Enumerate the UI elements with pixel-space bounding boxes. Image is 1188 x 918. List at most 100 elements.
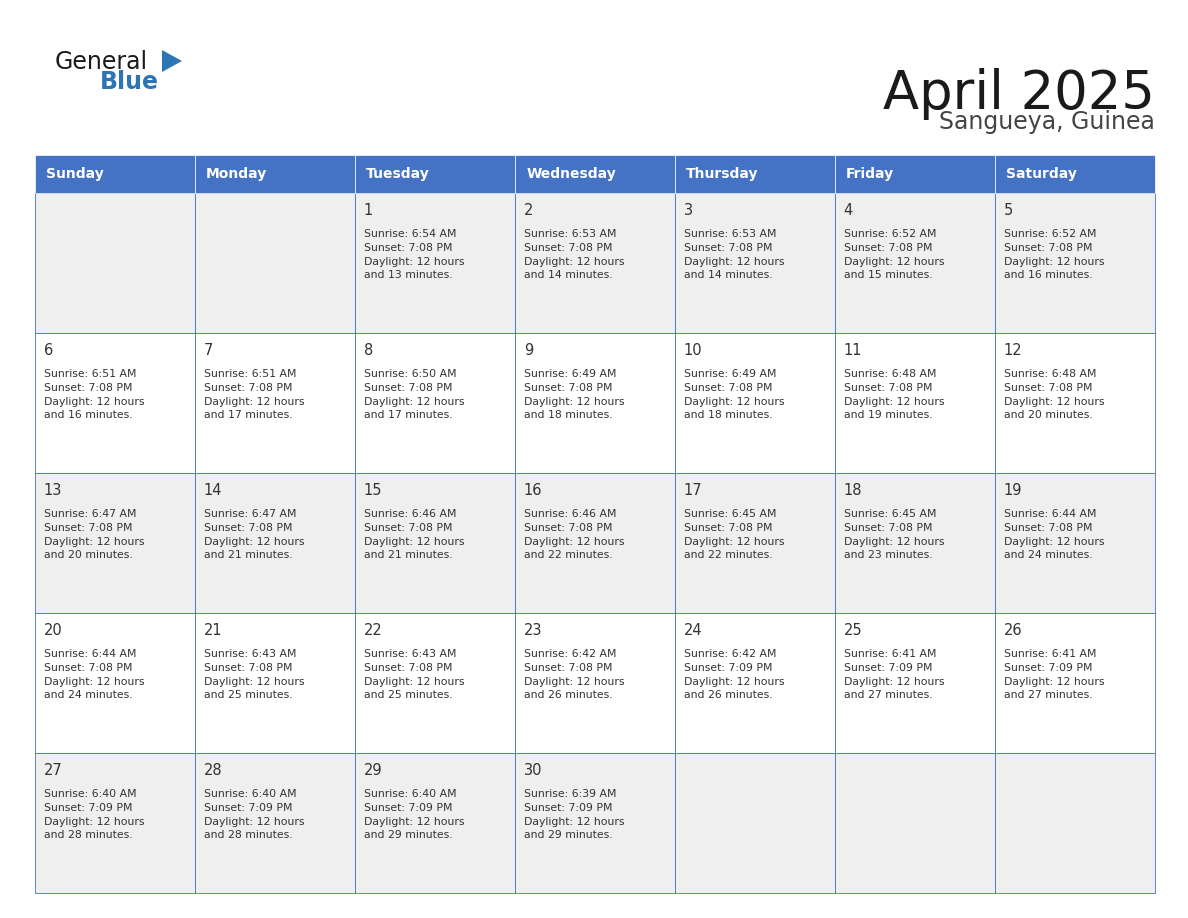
Bar bbox=[516, 753, 675, 893]
Bar bbox=[835, 193, 996, 333]
Text: Sunrise: 6:51 AM
Sunset: 7:08 PM
Daylight: 12 hours
and 16 minutes.: Sunrise: 6:51 AM Sunset: 7:08 PM Dayligh… bbox=[44, 369, 144, 420]
Text: Sunrise: 6:52 AM
Sunset: 7:08 PM
Daylight: 12 hours
and 16 minutes.: Sunrise: 6:52 AM Sunset: 7:08 PM Dayligh… bbox=[1004, 230, 1105, 280]
Bar bbox=[355, 753, 516, 893]
Text: Sunrise: 6:49 AM
Sunset: 7:08 PM
Daylight: 12 hours
and 18 minutes.: Sunrise: 6:49 AM Sunset: 7:08 PM Dayligh… bbox=[524, 369, 625, 420]
Text: Monday: Monday bbox=[207, 167, 267, 181]
Text: 3: 3 bbox=[684, 203, 693, 218]
Bar bbox=[355, 333, 516, 473]
Text: 19: 19 bbox=[1004, 483, 1023, 498]
Bar bbox=[675, 753, 835, 893]
Text: Sunrise: 6:40 AM
Sunset: 7:09 PM
Daylight: 12 hours
and 28 minutes.: Sunrise: 6:40 AM Sunset: 7:09 PM Dayligh… bbox=[204, 789, 304, 840]
Text: Sunrise: 6:48 AM
Sunset: 7:08 PM
Daylight: 12 hours
and 19 minutes.: Sunrise: 6:48 AM Sunset: 7:08 PM Dayligh… bbox=[843, 369, 944, 420]
Text: Thursday: Thursday bbox=[687, 167, 759, 181]
Bar bbox=[996, 155, 1155, 193]
Bar bbox=[516, 613, 675, 753]
Text: Saturday: Saturday bbox=[1006, 167, 1078, 181]
Text: 7: 7 bbox=[204, 342, 213, 358]
Text: Sunrise: 6:40 AM
Sunset: 7:09 PM
Daylight: 12 hours
and 28 minutes.: Sunrise: 6:40 AM Sunset: 7:09 PM Dayligh… bbox=[44, 789, 144, 840]
Bar bbox=[675, 613, 835, 753]
Text: 8: 8 bbox=[364, 342, 373, 358]
Bar bbox=[996, 613, 1155, 753]
Bar bbox=[195, 155, 355, 193]
Text: 9: 9 bbox=[524, 342, 533, 358]
Text: April 2025: April 2025 bbox=[883, 68, 1155, 120]
Text: 20: 20 bbox=[44, 622, 63, 638]
Bar bbox=[516, 333, 675, 473]
Text: Sunrise: 6:50 AM
Sunset: 7:08 PM
Daylight: 12 hours
and 17 minutes.: Sunrise: 6:50 AM Sunset: 7:08 PM Dayligh… bbox=[364, 369, 465, 420]
Bar bbox=[675, 333, 835, 473]
Text: 14: 14 bbox=[204, 483, 222, 498]
Bar bbox=[34, 333, 195, 473]
Text: Sunrise: 6:40 AM
Sunset: 7:09 PM
Daylight: 12 hours
and 29 minutes.: Sunrise: 6:40 AM Sunset: 7:09 PM Dayligh… bbox=[364, 789, 465, 840]
Text: 13: 13 bbox=[44, 483, 62, 498]
Bar bbox=[34, 753, 195, 893]
Text: 16: 16 bbox=[524, 483, 542, 498]
Text: Sunrise: 6:41 AM
Sunset: 7:09 PM
Daylight: 12 hours
and 27 minutes.: Sunrise: 6:41 AM Sunset: 7:09 PM Dayligh… bbox=[1004, 649, 1105, 700]
Bar bbox=[675, 193, 835, 333]
Bar bbox=[34, 193, 195, 333]
Text: Sunrise: 6:53 AM
Sunset: 7:08 PM
Daylight: 12 hours
and 14 minutes.: Sunrise: 6:53 AM Sunset: 7:08 PM Dayligh… bbox=[684, 230, 784, 280]
Text: Sunrise: 6:48 AM
Sunset: 7:08 PM
Daylight: 12 hours
and 20 minutes.: Sunrise: 6:48 AM Sunset: 7:08 PM Dayligh… bbox=[1004, 369, 1105, 420]
Bar bbox=[195, 473, 355, 613]
Bar bbox=[996, 753, 1155, 893]
Text: Sunrise: 6:44 AM
Sunset: 7:08 PM
Daylight: 12 hours
and 24 minutes.: Sunrise: 6:44 AM Sunset: 7:08 PM Dayligh… bbox=[1004, 509, 1105, 560]
Bar bbox=[195, 613, 355, 753]
Text: 22: 22 bbox=[364, 622, 383, 638]
Text: Sunday: Sunday bbox=[46, 167, 105, 181]
Text: Sunrise: 6:45 AM
Sunset: 7:08 PM
Daylight: 12 hours
and 22 minutes.: Sunrise: 6:45 AM Sunset: 7:08 PM Dayligh… bbox=[684, 509, 784, 560]
Text: Sunrise: 6:41 AM
Sunset: 7:09 PM
Daylight: 12 hours
and 27 minutes.: Sunrise: 6:41 AM Sunset: 7:09 PM Dayligh… bbox=[843, 649, 944, 700]
Bar bbox=[355, 193, 516, 333]
Text: Sunrise: 6:52 AM
Sunset: 7:08 PM
Daylight: 12 hours
and 15 minutes.: Sunrise: 6:52 AM Sunset: 7:08 PM Dayligh… bbox=[843, 230, 944, 280]
Bar bbox=[34, 473, 195, 613]
Text: 4: 4 bbox=[843, 203, 853, 218]
Text: 24: 24 bbox=[684, 622, 702, 638]
Bar bbox=[516, 473, 675, 613]
Text: General: General bbox=[55, 50, 148, 74]
Bar bbox=[835, 613, 996, 753]
Text: 21: 21 bbox=[204, 622, 222, 638]
Polygon shape bbox=[162, 50, 182, 72]
Bar bbox=[996, 333, 1155, 473]
Bar bbox=[355, 155, 516, 193]
Text: Sangueya, Guinea: Sangueya, Guinea bbox=[940, 110, 1155, 134]
Text: Sunrise: 6:49 AM
Sunset: 7:08 PM
Daylight: 12 hours
and 18 minutes.: Sunrise: 6:49 AM Sunset: 7:08 PM Dayligh… bbox=[684, 369, 784, 420]
Text: Sunrise: 6:43 AM
Sunset: 7:08 PM
Daylight: 12 hours
and 25 minutes.: Sunrise: 6:43 AM Sunset: 7:08 PM Dayligh… bbox=[364, 649, 465, 700]
Text: Sunrise: 6:42 AM
Sunset: 7:08 PM
Daylight: 12 hours
and 26 minutes.: Sunrise: 6:42 AM Sunset: 7:08 PM Dayligh… bbox=[524, 649, 625, 700]
Text: 1: 1 bbox=[364, 203, 373, 218]
Bar bbox=[195, 193, 355, 333]
Text: 18: 18 bbox=[843, 483, 862, 498]
Bar bbox=[675, 155, 835, 193]
Bar bbox=[835, 333, 996, 473]
Text: Sunrise: 6:47 AM
Sunset: 7:08 PM
Daylight: 12 hours
and 20 minutes.: Sunrise: 6:47 AM Sunset: 7:08 PM Dayligh… bbox=[44, 509, 144, 560]
Text: Sunrise: 6:44 AM
Sunset: 7:08 PM
Daylight: 12 hours
and 24 minutes.: Sunrise: 6:44 AM Sunset: 7:08 PM Dayligh… bbox=[44, 649, 144, 700]
Text: Sunrise: 6:39 AM
Sunset: 7:09 PM
Daylight: 12 hours
and 29 minutes.: Sunrise: 6:39 AM Sunset: 7:09 PM Dayligh… bbox=[524, 789, 625, 840]
Text: Sunrise: 6:46 AM
Sunset: 7:08 PM
Daylight: 12 hours
and 21 minutes.: Sunrise: 6:46 AM Sunset: 7:08 PM Dayligh… bbox=[364, 509, 465, 560]
Text: Sunrise: 6:47 AM
Sunset: 7:08 PM
Daylight: 12 hours
and 21 minutes.: Sunrise: 6:47 AM Sunset: 7:08 PM Dayligh… bbox=[204, 509, 304, 560]
Text: 29: 29 bbox=[364, 763, 383, 778]
Bar bbox=[835, 155, 996, 193]
Text: Sunrise: 6:46 AM
Sunset: 7:08 PM
Daylight: 12 hours
and 22 minutes.: Sunrise: 6:46 AM Sunset: 7:08 PM Dayligh… bbox=[524, 509, 625, 560]
Text: 15: 15 bbox=[364, 483, 383, 498]
Bar bbox=[996, 473, 1155, 613]
Text: 30: 30 bbox=[524, 763, 542, 778]
Text: 12: 12 bbox=[1004, 342, 1023, 358]
Text: Wednesday: Wednesday bbox=[526, 167, 615, 181]
Text: 11: 11 bbox=[843, 342, 862, 358]
Bar bbox=[355, 613, 516, 753]
Text: Sunrise: 6:53 AM
Sunset: 7:08 PM
Daylight: 12 hours
and 14 minutes.: Sunrise: 6:53 AM Sunset: 7:08 PM Dayligh… bbox=[524, 230, 625, 280]
Bar bbox=[195, 333, 355, 473]
Text: Sunrise: 6:51 AM
Sunset: 7:08 PM
Daylight: 12 hours
and 17 minutes.: Sunrise: 6:51 AM Sunset: 7:08 PM Dayligh… bbox=[204, 369, 304, 420]
Text: 26: 26 bbox=[1004, 622, 1023, 638]
Text: 5: 5 bbox=[1004, 203, 1013, 218]
Text: 25: 25 bbox=[843, 622, 862, 638]
Bar bbox=[355, 473, 516, 613]
Bar bbox=[516, 193, 675, 333]
Text: 2: 2 bbox=[524, 203, 533, 218]
Text: 28: 28 bbox=[204, 763, 222, 778]
Bar bbox=[516, 155, 675, 193]
Text: 10: 10 bbox=[684, 342, 702, 358]
Bar bbox=[996, 193, 1155, 333]
Text: Sunrise: 6:42 AM
Sunset: 7:09 PM
Daylight: 12 hours
and 26 minutes.: Sunrise: 6:42 AM Sunset: 7:09 PM Dayligh… bbox=[684, 649, 784, 700]
Text: Friday: Friday bbox=[846, 167, 895, 181]
Bar bbox=[195, 753, 355, 893]
